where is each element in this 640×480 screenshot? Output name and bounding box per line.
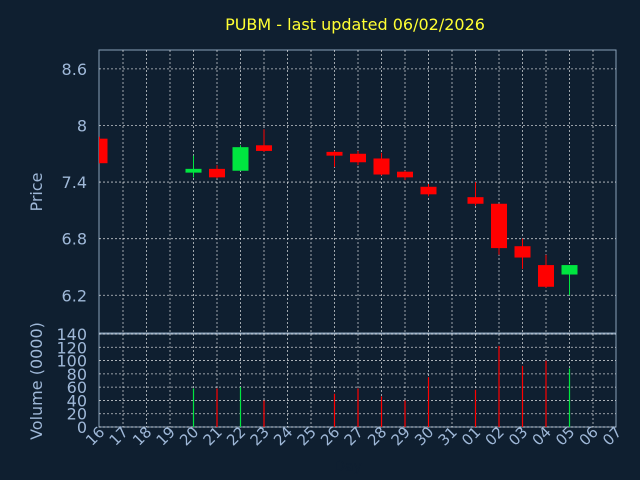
candle [373, 152, 390, 176]
candle [538, 254, 554, 288]
candle [209, 165, 225, 179]
candle [185, 155, 202, 178]
candle-body [561, 265, 578, 275]
candle-body [467, 197, 484, 204]
volume-tick-label: 40 [67, 391, 87, 410]
candle [350, 150, 366, 166]
candle [397, 170, 413, 181]
price-tick-label: 8 [77, 116, 87, 135]
price-panel: 6.2 6.8 7.4 8 8.6 [62, 49, 617, 334]
volume-panel: 0204060801001201401617181920212223242526… [56, 325, 625, 449]
price-axis-label: Price [27, 172, 46, 211]
candle-body [491, 203, 507, 249]
candle [99, 136, 108, 164]
candle-body [420, 186, 437, 195]
volume-tick-label: 0 [77, 418, 87, 437]
candle [467, 182, 484, 206]
candle [256, 129, 272, 152]
candle-body [256, 145, 272, 151]
candle-body [185, 168, 202, 173]
candle-body [350, 153, 366, 163]
candle [326, 150, 343, 167]
candle-body [232, 147, 249, 171]
candle [514, 238, 531, 269]
volume-axis-label: Volume (0000) [27, 322, 46, 440]
price-tick-label: 7.4 [62, 173, 87, 192]
candle-body [538, 265, 554, 287]
candle-body [514, 246, 531, 258]
chart-title: PUBM - last updated 06/02/2026 [225, 15, 485, 34]
candle [232, 145, 249, 171]
price-plot-frame [98, 49, 617, 334]
candle [561, 265, 578, 296]
x-axis-label: Day [334, 459, 362, 475]
candle-body [373, 158, 390, 175]
candle-body [397, 171, 413, 178]
candle-body [209, 168, 225, 178]
volume-tick-label: 100 [56, 352, 87, 371]
volume-tick-label: 140 [56, 325, 87, 344]
candle-body [326, 151, 343, 156]
candle-body [99, 138, 108, 164]
candle [491, 203, 507, 255]
volume-tick-label: 60 [67, 378, 87, 397]
volume-tick-label: 120 [56, 338, 87, 357]
volume-tick-label: 80 [67, 365, 87, 384]
price-tick-label: 8.6 [62, 60, 87, 79]
price-tick-label: 6.8 [62, 230, 87, 249]
price-tick-label: 6.2 [62, 286, 87, 305]
candle [420, 183, 437, 197]
volume-tick-label: 20 [67, 405, 87, 424]
